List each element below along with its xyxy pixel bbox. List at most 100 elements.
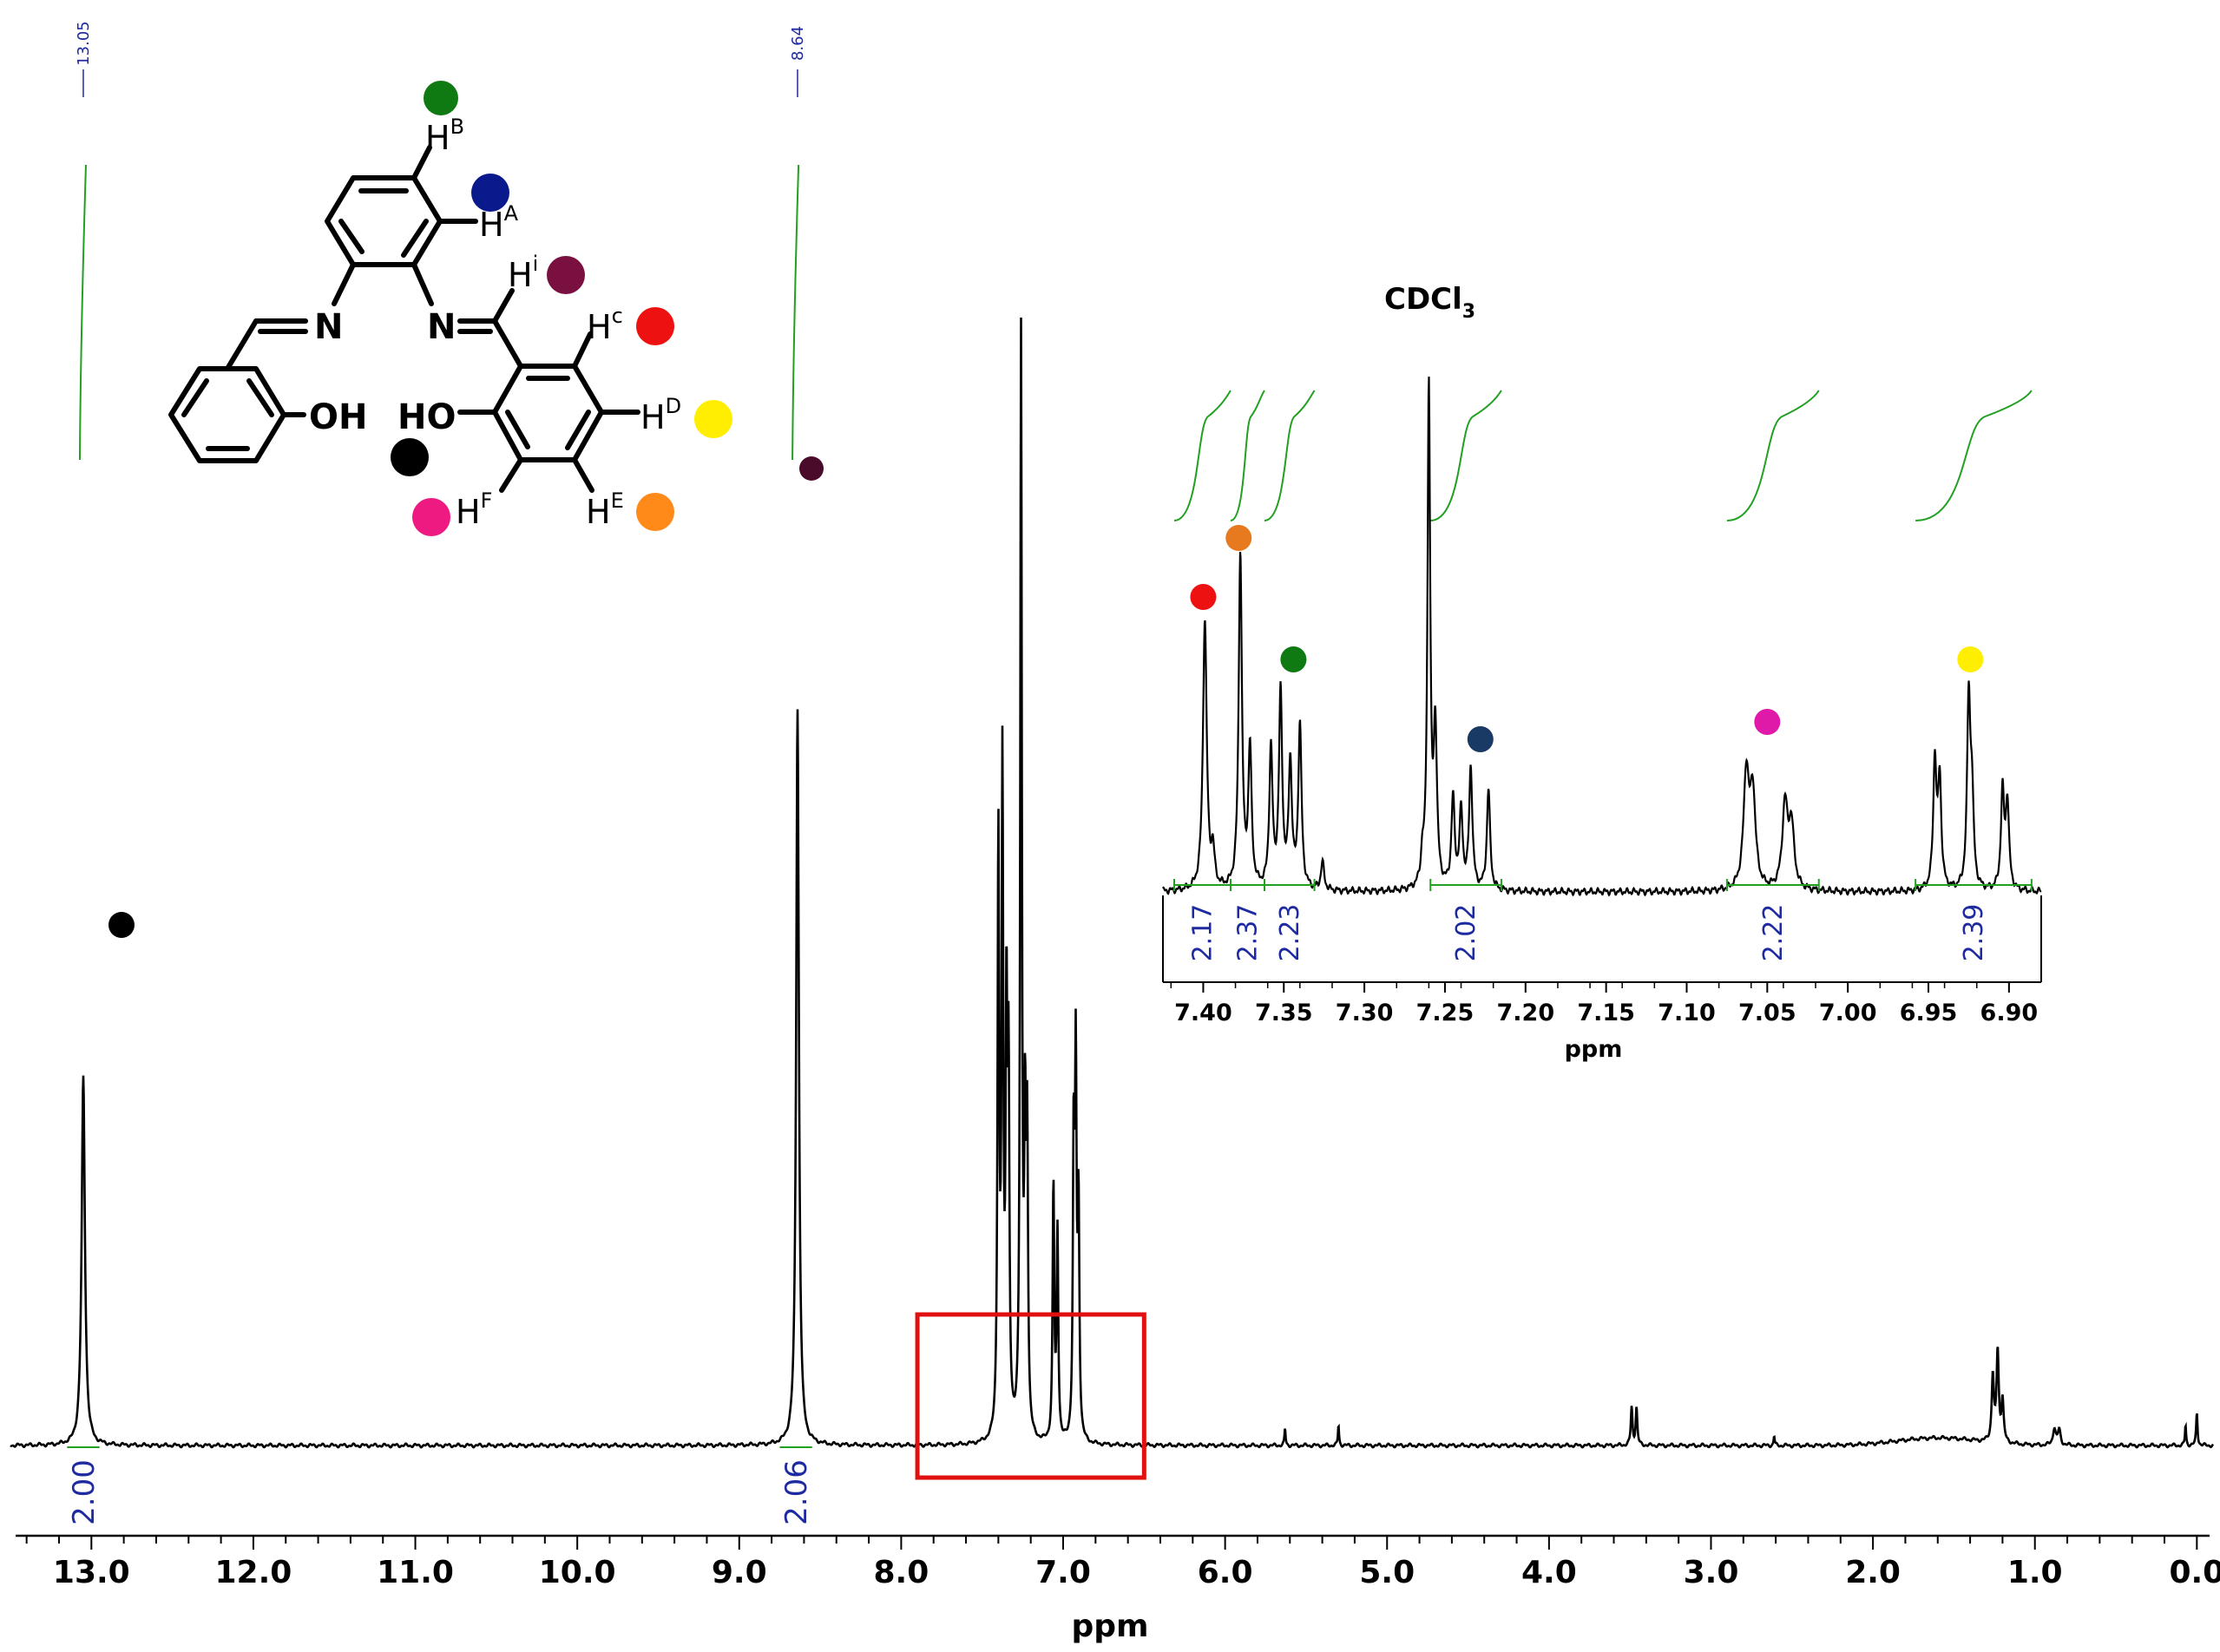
left-phenol-ring: [168, 366, 286, 463]
structure-labels: N N OH HO HB HA Hi Hc HD HE HF: [309, 81, 732, 536]
inset-integral-curve: [1430, 390, 1502, 521]
solvent-label-main: CDCl: [1384, 282, 1462, 317]
inset-integral-curve: [1726, 390, 1820, 521]
inset-tick-label: 6.95: [1900, 1000, 1958, 1026]
inset-integral-value: 2.39: [1959, 904, 1989, 962]
main-tick-label: 6.0: [1198, 1555, 1253, 1590]
inset-tick-label: 7.30: [1336, 1000, 1394, 1026]
left-ring-double-1: [181, 378, 209, 417]
main-tick-label: 5.0: [1359, 1555, 1415, 1590]
inset-tick-label: 7.10: [1658, 1000, 1716, 1026]
inset-spectrum-trace: [1162, 377, 2042, 897]
proton-marker-d: [694, 400, 732, 438]
inset-tick-label: 7.15: [1577, 1000, 1635, 1026]
bond-ring-hc: [572, 331, 593, 369]
inset-proton-markers: [1190, 525, 1984, 752]
chemical-structure: [168, 145, 640, 493]
main-tick-label: 4.0: [1521, 1555, 1577, 1590]
inset-tick-label: 7.00: [1819, 1000, 1877, 1026]
proton-marker-c: [636, 307, 674, 345]
label-h-b-sup: B: [450, 115, 464, 139]
label-h-c-main: H: [587, 308, 612, 346]
inset-integral-curve: [1230, 390, 1265, 521]
integral-value: 2.06: [779, 1459, 814, 1525]
bond-ring-hf: [499, 457, 523, 493]
inset-integral-value: 2.23: [1275, 904, 1305, 962]
left-ring-double-2: [246, 378, 274, 417]
inset-integral-regions: 2.17 2.37 2.23 2.02 2.22 2.39: [1172, 879, 2033, 962]
proton-marker-i: [547, 256, 585, 294]
right-ring-double-3: [505, 410, 530, 449]
bond-ring-n-left: [332, 262, 356, 306]
inset-tick-label: 7.35: [1255, 1000, 1313, 1026]
bond-c-hi: [492, 288, 515, 324]
inset-tick-label: 7.40: [1174, 1000, 1232, 1026]
label-h-i-sup: i: [533, 252, 539, 276]
marker-oh-peak: [108, 912, 135, 938]
main-tick-label: 7.0: [1035, 1555, 1091, 1590]
main-tick-label: 10.0: [539, 1555, 616, 1590]
main-tick-label: 0.0: [2169, 1555, 2220, 1590]
label-h-d-sup: D: [666, 394, 681, 418]
bond-c-aryl-left: [225, 318, 259, 371]
inset-integral-curve: [1264, 390, 1316, 521]
main-x-axis-label: ppm: [1071, 1609, 1148, 1644]
inset-proton-marker: [1957, 646, 1984, 672]
inset-tick-label: 6.90: [1980, 1000, 2039, 1026]
label-h-f-main: H: [456, 493, 481, 531]
peak-label: 8.64: [789, 26, 807, 61]
main-tick-label: 1.0: [2007, 1555, 2063, 1590]
main-tick-label: 8.0: [874, 1555, 929, 1590]
main-tick-label: 12.0: [215, 1555, 292, 1590]
inset-proton-marker: [1754, 709, 1781, 735]
bond-ring-n-right: [411, 262, 434, 306]
main-tick-label: 2.0: [1845, 1555, 1901, 1590]
inset-x-axis-label: ppm: [1565, 1036, 1623, 1063]
main-tick-label: 3.0: [1684, 1555, 1739, 1590]
inset-integral-value: 2.02: [1451, 904, 1481, 962]
proton-marker-b: [424, 81, 458, 115]
inset-proton-marker: [1280, 646, 1307, 672]
group-oh-left: OH: [309, 397, 367, 437]
inset-integral-curves: [1173, 390, 2033, 521]
label-h-b-main: H: [425, 119, 450, 157]
marker-imine-peak: [799, 456, 824, 481]
solvent-label: CDCl3: [1384, 282, 1475, 323]
inset-x-axis: 7.40 7.35 7.30 7.25 7.20 7.15 7.10 7.05 7.00 6.95…: [1162, 895, 2042, 1063]
central-ring-double-3: [338, 219, 365, 254]
inset-tick-label: 7.20: [1496, 1000, 1554, 1026]
main-x-ticks: 13.0 12.0 11.0 10.0 9.0 8.0 7.0 6.0 5.0 4.0 3.0 2.0…: [25, 1536, 2220, 1590]
proton-marker-a: [471, 174, 509, 212]
label-h-a: HA: [479, 201, 519, 244]
label-h-d: HD: [640, 394, 681, 436]
integral-curve: [78, 164, 87, 461]
atom-n-left: N: [314, 307, 343, 347]
inset-x-ticks: 7.40 7.35 7.30 7.25 7.20 7.15 7.10 7.05 7.00 6.95…: [1162, 895, 2042, 1026]
inset-proton-marker: [1190, 584, 1217, 610]
integral-curve: [791, 164, 800, 461]
label-h-c: Hc: [587, 304, 623, 346]
inset-integral-value: 2.37: [1232, 904, 1263, 962]
label-h-e-sup: E: [611, 488, 624, 513]
label-h-i-main: H: [508, 256, 533, 294]
label-h-e: HE: [586, 488, 624, 531]
inset-proton-marker: [1225, 525, 1252, 551]
atom-n-right: N: [427, 307, 456, 347]
main-integral-curves: [78, 164, 800, 461]
main-tick-label: 13.0: [53, 1555, 130, 1590]
bond-ring-he: [572, 457, 594, 493]
proton-marker-f: [412, 498, 450, 536]
label-h-b: HB: [425, 115, 464, 157]
inset-integral-value: 2.17: [1187, 904, 1218, 962]
inset-proton-marker: [1467, 726, 1494, 752]
bond-c-aryl-right: [492, 318, 523, 369]
central-ring-double-2: [401, 219, 429, 258]
label-h-d-main: H: [640, 398, 666, 436]
label-h-e-main: H: [586, 493, 611, 531]
proton-marker-oh: [391, 438, 429, 476]
label-h-a-sup: A: [504, 201, 519, 226]
solvent-label-sub: 3: [1462, 301, 1475, 323]
main-integral-regions: 2.00 2.06: [67, 1446, 814, 1525]
integral-value: 2.00: [67, 1459, 102, 1525]
